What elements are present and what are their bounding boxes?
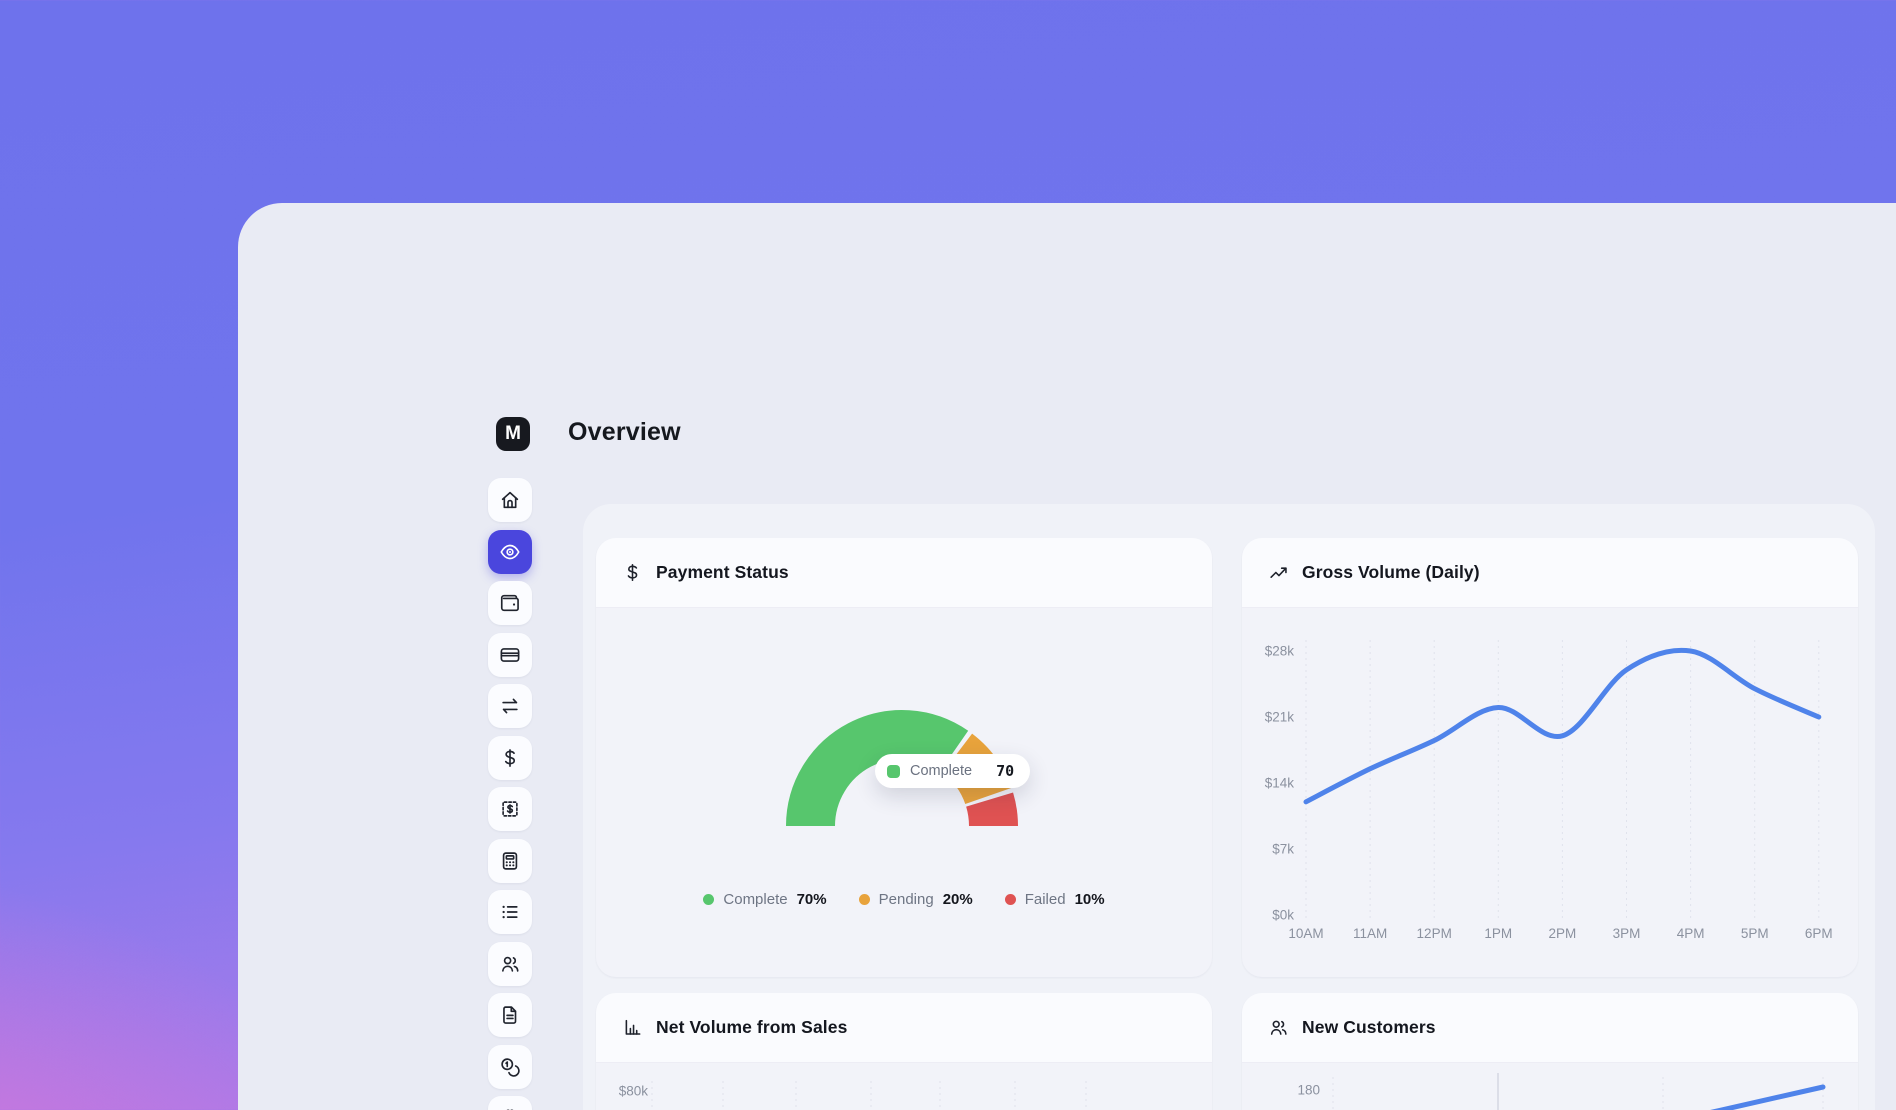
svg-text:$80k: $80k xyxy=(619,1084,649,1099)
new-customers-chart: 1801359045 xyxy=(1297,1073,1826,1110)
new-customers-card: New Customers 1801359045 Week 2 This Mon… xyxy=(1242,993,1858,1110)
sidebar-item-coins[interactable] xyxy=(488,1044,532,1089)
net-volume-title: Net Volume from Sales xyxy=(656,1017,848,1037)
legend-label: Complete xyxy=(723,891,788,908)
payment-status-legend: Complete 70% Pending 20% Failed 10% xyxy=(596,891,1212,908)
svg-text:3PM: 3PM xyxy=(1613,926,1641,941)
trending-up-icon xyxy=(1268,562,1289,583)
legend-value: 70% xyxy=(796,891,827,908)
home-icon xyxy=(499,489,521,511)
svg-text:$14k: $14k xyxy=(1265,776,1295,791)
svg-text:$28k: $28k xyxy=(1265,644,1295,659)
net-volume-card: Net Volume from Sales $80k$60k$40k$20k xyxy=(596,993,1212,1110)
payment-status-gauge-chart xyxy=(786,710,1018,827)
svg-text:2PM: 2PM xyxy=(1549,926,1577,941)
sidebar-item-wallet[interactable] xyxy=(488,581,532,625)
users-icon xyxy=(499,953,521,975)
tooltip-label: Complete xyxy=(910,763,973,779)
sidebar-item-overview[interactable] xyxy=(488,529,532,574)
gross-volume-card: Gross Volume (Daily) $28k $21k $14k $7k $0k 1… xyxy=(1242,538,1858,977)
receipt-icon xyxy=(499,798,521,820)
legend-item-pending: Pending 20% xyxy=(858,891,973,908)
svg-text:$7k: $7k xyxy=(1272,842,1294,857)
legend-dot xyxy=(703,894,715,905)
sidebar-item-payments[interactable] xyxy=(488,735,532,780)
coins-icon xyxy=(499,1056,521,1078)
eye-icon xyxy=(499,541,521,563)
app-logo-letter: M xyxy=(505,423,521,444)
list-icon xyxy=(499,901,521,923)
svg-text:1PM: 1PM xyxy=(1484,926,1512,941)
legend-label: Pending xyxy=(878,891,934,908)
gross-volume-chart: $28k $21k $14k $7k $0k 10AM 11AM 12PM 1PM 2PM 3PM 4… xyxy=(1265,640,1833,941)
dollar-icon xyxy=(622,562,643,583)
new-customers-header: New Customers xyxy=(1242,993,1858,1063)
sidebar-item-invoices[interactable] xyxy=(488,787,532,831)
bar-chart-icon xyxy=(622,1017,643,1038)
payment-status-card: Payment Status Complete 70% Pending 20% Fail… xyxy=(596,538,1212,977)
svg-text:10AM: 10AM xyxy=(1288,926,1323,941)
app-window: M Overview Payment Status Complete 70% Pen… xyxy=(238,203,1896,1110)
gauge-tooltip: Complete 70 xyxy=(875,754,1031,788)
svg-text:6PM: 6PM xyxy=(1805,926,1833,941)
svg-text:5PM: 5PM xyxy=(1741,926,1769,941)
net-volume-chart: $80k$60k$40k$20k xyxy=(619,1081,1087,1110)
payment-status-title: Payment Status xyxy=(656,562,789,582)
legend-item-failed: Failed 10% xyxy=(1004,891,1105,908)
wallet-icon xyxy=(499,592,521,614)
sidebar-item-documents[interactable] xyxy=(488,993,532,1037)
svg-text:$0k: $0k xyxy=(1272,908,1294,923)
app-logo: M xyxy=(496,417,530,451)
sidebar-item-home[interactable] xyxy=(488,478,532,522)
sidebar-item-calculator[interactable] xyxy=(488,838,532,883)
file-icon xyxy=(499,1004,521,1026)
svg-text:11AM: 11AM xyxy=(1353,926,1387,941)
page-title: Overview xyxy=(568,418,681,446)
legend-item-complete: Complete 70% xyxy=(703,891,827,908)
sidebar-item-rewards[interactable] xyxy=(488,1096,532,1110)
svg-text:$21k: $21k xyxy=(1265,710,1295,725)
dollar-icon xyxy=(499,747,521,769)
net-volume-header: Net Volume from Sales xyxy=(596,993,1212,1063)
sidebar-item-customers[interactable] xyxy=(488,941,532,986)
sidebar-item-cards[interactable] xyxy=(488,632,532,677)
svg-text:4PM: 4PM xyxy=(1677,926,1705,941)
gross-volume-header: Gross Volume (Daily) xyxy=(1242,538,1858,608)
new-customers-title: New Customers xyxy=(1302,1017,1436,1037)
svg-text:180: 180 xyxy=(1297,1083,1320,1098)
legend-dot xyxy=(858,894,870,905)
gross-volume-title: Gross Volume (Daily) xyxy=(1302,562,1480,582)
sidebar-item-transfers[interactable] xyxy=(488,684,532,728)
legend-value: 10% xyxy=(1074,891,1105,908)
tooltip-value: 70 xyxy=(996,762,1015,780)
card-icon xyxy=(499,644,521,666)
legend-value: 20% xyxy=(942,891,973,908)
tooltip-swatch xyxy=(887,764,900,778)
transfer-icon xyxy=(499,695,521,717)
calculator-icon xyxy=(499,850,521,872)
payment-status-header: Payment Status xyxy=(596,538,1212,608)
users-icon xyxy=(1268,1017,1289,1038)
svg-text:12PM: 12PM xyxy=(1417,926,1452,941)
sidebar-item-lists[interactable] xyxy=(488,890,532,934)
legend-label: Failed xyxy=(1024,891,1066,908)
legend-dot xyxy=(1004,894,1016,905)
